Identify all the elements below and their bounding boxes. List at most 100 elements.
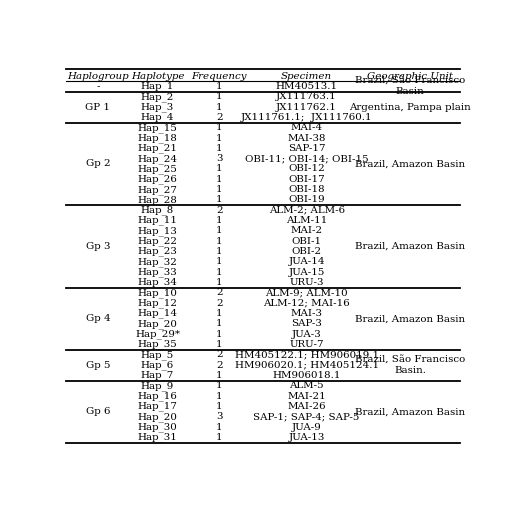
Text: 1: 1 xyxy=(216,257,223,266)
Text: HM906020.1; HM405124.1: HM906020.1; HM405124.1 xyxy=(234,361,379,370)
Text: Gp 6: Gp 6 xyxy=(86,407,110,417)
Text: 1: 1 xyxy=(216,123,223,132)
Text: ALM-12; MAI-16: ALM-12; MAI-16 xyxy=(263,299,350,308)
Text: JUA-9: JUA-9 xyxy=(292,423,322,432)
Text: OBI-2: OBI-2 xyxy=(291,247,322,256)
Text: 1: 1 xyxy=(216,92,223,101)
Text: Gp 3: Gp 3 xyxy=(86,242,110,251)
Text: Haplogroup: Haplogroup xyxy=(67,72,129,81)
Text: 1: 1 xyxy=(216,268,223,277)
Text: OBI-11; OBI-14; OBI-15: OBI-11; OBI-14; OBI-15 xyxy=(245,154,368,163)
Text: MAI-26: MAI-26 xyxy=(287,402,326,411)
Text: JX111763.1: JX111763.1 xyxy=(277,92,337,101)
Text: Brazil, Amazon Basin: Brazil, Amazon Basin xyxy=(355,314,465,323)
Text: Brazil, São Francisco
Basin.: Brazil, São Francisco Basin. xyxy=(355,356,465,375)
Text: 2: 2 xyxy=(216,206,223,215)
Text: Hap_27: Hap_27 xyxy=(137,185,177,194)
Text: OBI-1: OBI-1 xyxy=(291,237,322,246)
Text: 1: 1 xyxy=(216,247,223,256)
Text: Hap_26: Hap_26 xyxy=(137,175,177,184)
Text: Hap_7: Hap_7 xyxy=(141,371,174,381)
Text: GP 1: GP 1 xyxy=(86,102,110,111)
Text: Hap_23: Hap_23 xyxy=(137,247,177,256)
Text: -: - xyxy=(96,82,100,91)
Text: Hap_35: Hap_35 xyxy=(137,340,177,349)
Text: Brazil, Amazon Basin: Brazil, Amazon Basin xyxy=(355,159,465,168)
Text: MAI-3: MAI-3 xyxy=(291,309,323,318)
Text: ALM-2; ALM-6: ALM-2; ALM-6 xyxy=(269,206,345,215)
Text: Hap_12: Hap_12 xyxy=(137,298,177,308)
Text: JX111761.1;  JX111760.1: JX111761.1; JX111760.1 xyxy=(241,113,372,122)
Text: Hap_28: Hap_28 xyxy=(137,195,177,205)
Text: 1: 1 xyxy=(216,402,223,411)
Text: 1: 1 xyxy=(216,144,223,153)
Text: Geographic Unit: Geographic Unit xyxy=(367,72,453,81)
Text: 3: 3 xyxy=(216,412,223,421)
Text: 1: 1 xyxy=(216,382,223,391)
Text: 1: 1 xyxy=(216,330,223,339)
Text: OBI-17: OBI-17 xyxy=(288,175,325,184)
Text: JUA-14: JUA-14 xyxy=(288,257,325,266)
Text: Hap_34: Hap_34 xyxy=(137,278,177,288)
Text: ALM-5: ALM-5 xyxy=(289,382,324,391)
Text: 3: 3 xyxy=(216,154,223,163)
Text: 1: 1 xyxy=(216,371,223,380)
Text: 1: 1 xyxy=(216,237,223,246)
Text: 2: 2 xyxy=(216,361,223,370)
Text: Hap_22: Hap_22 xyxy=(137,237,177,246)
Text: Hap_3: Hap_3 xyxy=(141,102,174,112)
Text: JUA-13: JUA-13 xyxy=(288,433,325,442)
Text: 1: 1 xyxy=(216,102,223,111)
Text: Hap_1: Hap_1 xyxy=(141,82,174,91)
Text: Haplotype: Haplotype xyxy=(131,72,184,81)
Text: 2: 2 xyxy=(216,289,223,297)
Text: SAP-3: SAP-3 xyxy=(291,319,322,329)
Text: 1: 1 xyxy=(216,340,223,349)
Text: 1: 1 xyxy=(216,216,223,225)
Text: SAP-17: SAP-17 xyxy=(288,144,325,153)
Text: Hap_32: Hap_32 xyxy=(137,257,177,267)
Text: 2: 2 xyxy=(216,113,223,122)
Text: 1: 1 xyxy=(216,134,223,142)
Text: Hap_6: Hap_6 xyxy=(141,360,174,370)
Text: Hap_2: Hap_2 xyxy=(141,92,174,101)
Text: Gp 2: Gp 2 xyxy=(86,159,110,168)
Text: ALM-9; ALM-10: ALM-9; ALM-10 xyxy=(265,289,348,297)
Text: MAI-38: MAI-38 xyxy=(287,134,326,142)
Text: 1: 1 xyxy=(216,392,223,401)
Text: JX111762.1: JX111762.1 xyxy=(276,102,337,111)
Text: Gp 4: Gp 4 xyxy=(86,314,110,323)
Text: Hap_33: Hap_33 xyxy=(137,267,177,277)
Text: Frequency: Frequency xyxy=(191,72,247,81)
Text: URU-3: URU-3 xyxy=(289,278,324,287)
Text: 1: 1 xyxy=(216,227,223,236)
Text: Brazil, São Francisco
Basin: Brazil, São Francisco Basin xyxy=(355,76,465,96)
Text: Hap_10: Hap_10 xyxy=(137,288,177,298)
Text: Hap_4: Hap_4 xyxy=(141,112,174,122)
Text: 1: 1 xyxy=(216,196,223,204)
Text: Specimen: Specimen xyxy=(281,72,332,81)
Text: Hap_31: Hap_31 xyxy=(137,433,177,443)
Text: 1: 1 xyxy=(216,175,223,184)
Text: 1: 1 xyxy=(216,164,223,174)
Text: Hap_14: Hap_14 xyxy=(137,309,177,318)
Text: HM906018.1: HM906018.1 xyxy=(272,371,341,380)
Text: Hap_29*: Hap_29* xyxy=(135,330,180,339)
Text: Hap_25: Hap_25 xyxy=(137,164,177,174)
Text: Hap_9: Hap_9 xyxy=(141,381,174,391)
Text: ALM-11: ALM-11 xyxy=(286,216,327,225)
Text: Hap_18: Hap_18 xyxy=(137,133,177,143)
Text: JUA-15: JUA-15 xyxy=(288,268,325,277)
Text: Hap_20: Hap_20 xyxy=(137,319,177,329)
Text: Brazil, Amazon Basin: Brazil, Amazon Basin xyxy=(355,407,465,417)
Text: Hap_30: Hap_30 xyxy=(137,422,177,432)
Text: 1: 1 xyxy=(216,309,223,318)
Text: OBI-18: OBI-18 xyxy=(288,185,325,194)
Text: Brazil, Amazon Basin: Brazil, Amazon Basin xyxy=(355,242,465,251)
Text: Gp 5: Gp 5 xyxy=(86,361,110,370)
Text: Hap_20: Hap_20 xyxy=(137,412,177,422)
Text: 1: 1 xyxy=(216,278,223,287)
Text: Hap_5: Hap_5 xyxy=(141,350,174,360)
Text: OBI-12: OBI-12 xyxy=(288,164,325,174)
Text: 1: 1 xyxy=(216,319,223,329)
